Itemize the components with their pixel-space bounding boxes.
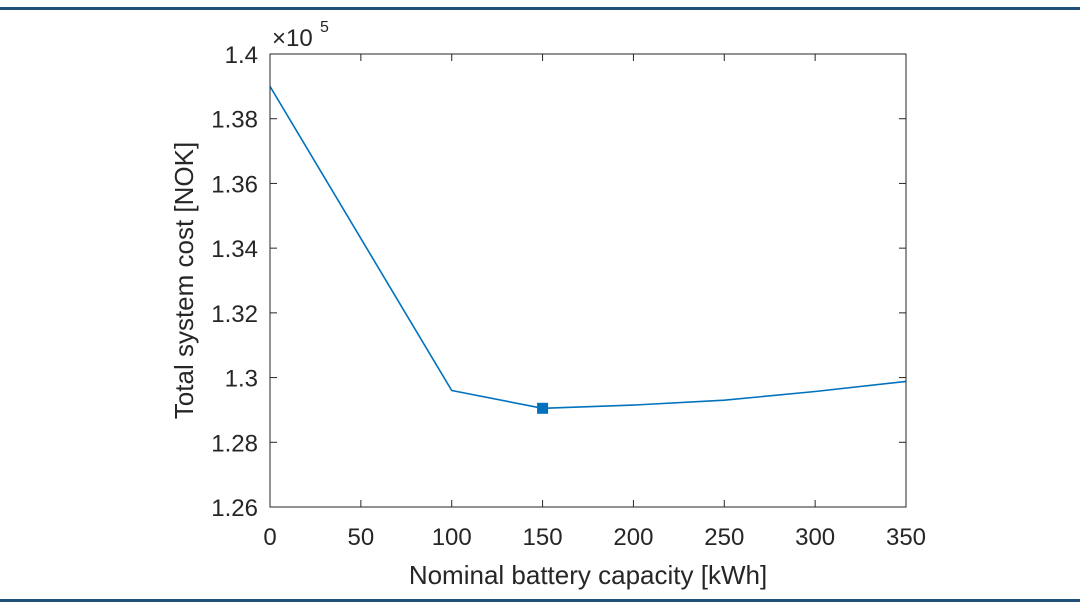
y-tick-label: 1.4 [225,42,258,69]
y-tick-label: 1.38 [211,107,258,134]
y-tick-label: 1.34 [211,236,258,263]
y-tick-label: 1.3 [225,366,258,393]
plot-area-box [269,53,907,508]
y-tick-label: 1.32 [211,301,258,328]
y-tick-label: 1.28 [211,430,258,457]
x-tick-label: 50 [348,524,375,551]
x-tick-label: 100 [432,524,472,551]
x-axis-label: Nominal battery capacity [kWh] [409,560,767,590]
y-tick-label: 1.36 [211,171,258,198]
x-tick-label: 300 [795,524,835,551]
minimum-point-marker [537,402,549,414]
tick-marks [269,53,907,508]
x-tick-label: 350 [886,524,926,551]
x-tick-label: 0 [263,524,276,551]
x-tick-label: 150 [523,524,563,551]
x-tick-label: 250 [704,524,744,551]
y-axis-exponent-base: ×10 [272,25,313,52]
bottom-border-rule [0,599,1080,602]
tick-labels: 0 50 100 150 200 250 300 350 1.26 1.28 1.3 1.32 1.34… [211,42,926,551]
y-axis-exponent-power: 5 [320,19,329,36]
series-line [269,85,907,410]
y-axis-label: Total system cost [NOK] [169,142,199,419]
y-tick-label: 1.26 [211,495,258,522]
x-tick-label: 200 [613,524,653,551]
series-layer [269,85,907,414]
top-border-rule [0,7,1080,10]
